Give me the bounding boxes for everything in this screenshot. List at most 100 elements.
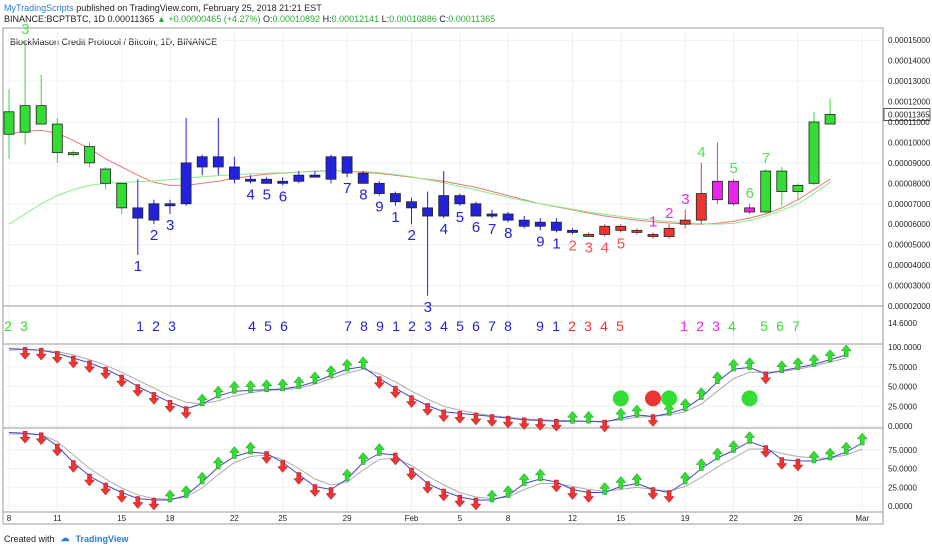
osc-up-arrow <box>228 446 240 459</box>
osc-down-arrow <box>277 460 289 473</box>
setup-count-label: 2 <box>569 237 577 254</box>
created-with-label: Created with <box>4 533 55 544</box>
setup-count-label: 6 <box>472 219 480 236</box>
setup-count-label: 1 <box>134 258 142 275</box>
candle-body <box>325 156 337 180</box>
count-row-label: 5 <box>616 318 624 334</box>
osc-up-arrow <box>357 356 369 369</box>
osc-up-arrow <box>744 431 756 444</box>
osc-down-arrow <box>116 490 128 503</box>
candle-body <box>776 170 788 192</box>
candle-body <box>212 156 224 168</box>
price-tick-label: 0.00015000 <box>888 36 931 45</box>
osc-down-arrow <box>148 497 160 511</box>
candle-body <box>19 105 31 133</box>
osc-down-arrow <box>550 419 562 432</box>
osc-down-arrow <box>373 376 385 389</box>
setup-count-label: 2 <box>408 227 416 244</box>
osc-signal-dot <box>661 390 678 407</box>
close-value: 0.00011365 <box>448 14 496 24</box>
price-tick-label: 0.00005000 <box>888 241 931 250</box>
osc-down-arrow <box>180 406 192 420</box>
candle-body <box>373 182 385 194</box>
osc-down-arrow <box>148 392 160 405</box>
candle-body <box>180 162 192 205</box>
candle-body <box>824 114 836 125</box>
osc-up-arrow <box>228 380 240 394</box>
count-row-label: 2 <box>4 318 12 334</box>
count-row-label: 8 <box>504 318 512 334</box>
count-row-label: 6 <box>776 318 784 334</box>
count-row-label: 6 <box>472 318 480 334</box>
osc-up-arrow <box>341 468 353 482</box>
setup-count-label: 3 <box>681 191 689 208</box>
osc-up-arrow <box>583 410 595 424</box>
price-tick-label: 0.00009000 <box>888 159 931 168</box>
grid <box>3 30 883 513</box>
candle-body <box>84 146 95 164</box>
setup-count-label: 9 <box>536 233 544 250</box>
time-tick-label: Mar <box>855 514 869 523</box>
time-tick-label: 22 <box>729 514 738 523</box>
osc-down-arrow <box>550 479 562 493</box>
setup-count-label: 3 <box>585 239 593 256</box>
count-row-label: 3 <box>712 318 720 334</box>
candle-body <box>164 203 176 207</box>
setup-count-label: 4 <box>247 186 255 203</box>
osc-up-arrow <box>486 489 498 503</box>
count-row-label: 9 <box>536 318 544 334</box>
count-row-label: 4 <box>248 318 256 334</box>
candle-body <box>357 172 369 184</box>
candle-body <box>567 229 578 233</box>
osc-up-arrow <box>196 471 208 485</box>
count-row-label: 2 <box>152 318 160 334</box>
osc-tick-label: 0.0000 <box>888 502 913 511</box>
candle-body <box>679 219 691 225</box>
osc-down-arrow <box>51 443 63 457</box>
osc-down-arrow <box>35 347 47 361</box>
price-axis: 0.00015000 0.00014000 0.00013000 0.00012000… <box>882 28 931 524</box>
osc-down-arrow <box>647 414 659 427</box>
count-row-label: 6 <box>280 318 288 334</box>
price-tick-label: 0.00003000 <box>888 282 931 291</box>
moving-averages <box>8 129 831 225</box>
osc-up-arrow <box>325 365 337 378</box>
oscillator-1: 100.0000 75.0000 50.0000 25.0000 0.0000 <box>3 343 922 433</box>
osc-tick-label: 25.0000 <box>888 402 917 411</box>
osc-down-arrow <box>83 360 96 374</box>
close-label: C: <box>439 14 449 24</box>
setup-count-label: 5 <box>263 186 271 203</box>
osc-up-arrow <box>824 447 836 461</box>
osc-tick-label: 50.0000 <box>888 383 917 392</box>
last-price: 0.00011365 <box>107 14 155 24</box>
change-value: +0.00000465 (+4.27%) <box>168 14 261 24</box>
count-row-label: 7 <box>792 318 800 334</box>
publisher-link[interactable]: MyTradingScripts <box>4 3 74 13</box>
candle-body <box>792 184 804 192</box>
candle-body <box>534 221 546 227</box>
candle-body <box>132 207 144 219</box>
count-row-label: 4 <box>600 318 608 334</box>
tradingview-brand-link[interactable]: TradingView <box>75 533 129 544</box>
osc-up-arrow <box>615 476 627 489</box>
setup-count-label: 8 <box>504 225 512 242</box>
price-tick-label: 0.00008000 <box>888 179 931 188</box>
setup-count-label: 7 <box>762 150 770 167</box>
osc-down-arrow <box>454 411 466 424</box>
osc-down-arrow <box>470 412 482 426</box>
candle-body <box>35 105 47 125</box>
count-panel-label: 14.6000 <box>888 319 917 328</box>
candle-body <box>261 178 273 184</box>
osc-down-arrow <box>261 451 273 464</box>
osc-down-arrow <box>132 496 144 509</box>
time-tick-label: 19 <box>681 514 690 523</box>
price-tick-label: 0.00013000 <box>888 77 931 86</box>
candle-body <box>744 207 755 213</box>
osc-up-arrow <box>518 473 530 486</box>
candle-body <box>245 178 256 182</box>
osc-up-arrow <box>727 440 740 453</box>
open-value: 0.00010892 <box>272 14 321 24</box>
osc-down-arrow <box>438 409 450 423</box>
count-row-label: 1 <box>680 318 688 334</box>
